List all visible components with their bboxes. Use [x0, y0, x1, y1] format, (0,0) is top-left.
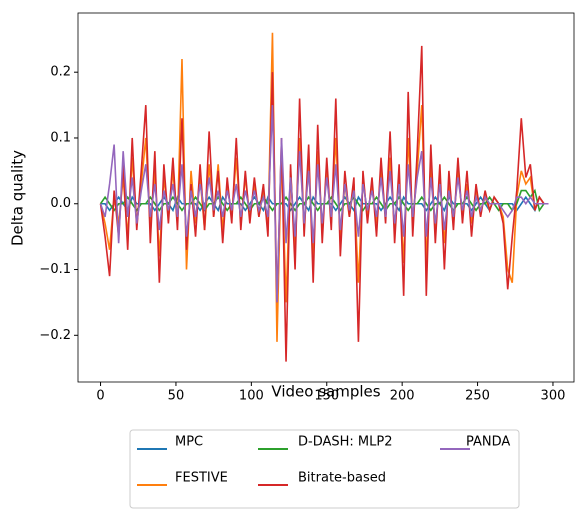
legend-label: FESTIVE: [175, 471, 228, 486]
legend-label: D-DASH: MLP2: [298, 435, 393, 450]
y-tick-label: 0.2: [50, 65, 71, 80]
y-axis-label: Delta quality: [9, 150, 27, 246]
plot-frame: [77, 12, 575, 383]
x-tick-label: 50: [168, 389, 185, 404]
x-tick-label: 0: [96, 389, 104, 404]
x-tick-label: 250: [465, 389, 490, 404]
series-line: [99, 105, 549, 303]
legend-label: PANDA: [466, 435, 510, 450]
y-tick-label: 0.1: [50, 130, 71, 145]
x-tick-label: 200: [390, 389, 415, 404]
legend-label: Bitrate-based: [298, 471, 386, 486]
y-tick-label: 0.0: [50, 196, 71, 211]
x-tick-label: 150: [314, 389, 339, 404]
legend-box: [129, 429, 520, 509]
x-axis-label: Video samples: [271, 383, 380, 401]
x-tick-label: 300: [541, 389, 566, 404]
legend-label: MPC: [175, 435, 203, 450]
y-tick-label: −0.1: [39, 262, 71, 277]
y-tick-label: −0.2: [39, 328, 71, 343]
x-tick-label: 100: [239, 389, 264, 404]
